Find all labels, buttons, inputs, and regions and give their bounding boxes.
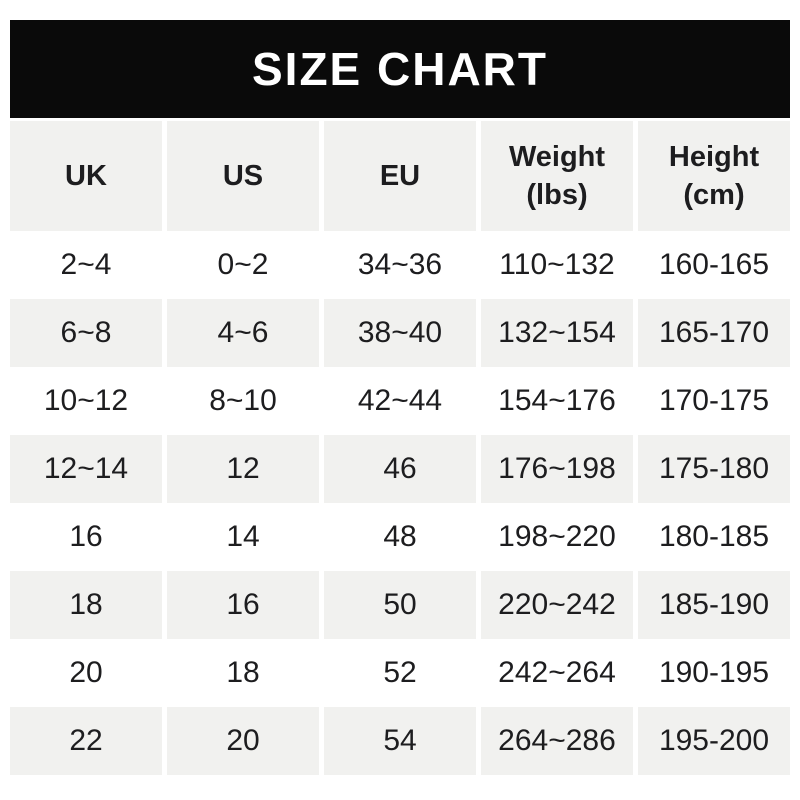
- table-cell: 110~132: [481, 231, 633, 299]
- table-cell: 165-170: [638, 299, 790, 367]
- table-cell: 180-185: [638, 503, 790, 571]
- table-cell: 195-200: [638, 707, 790, 775]
- table-cell: 50: [324, 571, 476, 639]
- table-cell: 8~10: [167, 367, 319, 435]
- table-cell: 176~198: [481, 435, 633, 503]
- table-cell: 48: [324, 503, 476, 571]
- column-header-uk: UK: [10, 121, 162, 231]
- table-cell: 175-180: [638, 435, 790, 503]
- table-cell: 18: [167, 639, 319, 707]
- table-cell: 12: [167, 435, 319, 503]
- table-cell: 154~176: [481, 367, 633, 435]
- column-header-weight: Weight (lbs): [481, 121, 633, 231]
- table-cell: 20: [10, 639, 162, 707]
- size-table: UK US EU Weight (lbs) Height (cm) 2~4 0~2…: [10, 121, 790, 775]
- table-cell: 12~14: [10, 435, 162, 503]
- table-cell: 22: [10, 707, 162, 775]
- page-title: SIZE CHART: [252, 43, 548, 95]
- table-cell: 160-165: [638, 231, 790, 299]
- column-header-us: US: [167, 121, 319, 231]
- table-cell: 190-195: [638, 639, 790, 707]
- table-cell: 42~44: [324, 367, 476, 435]
- table-cell: 20: [167, 707, 319, 775]
- table-cell: 198~220: [481, 503, 633, 571]
- table-cell: 34~36: [324, 231, 476, 299]
- table-cell: 38~40: [324, 299, 476, 367]
- table-cell: 185-190: [638, 571, 790, 639]
- table-cell: 18: [10, 571, 162, 639]
- table-cell: 10~12: [10, 367, 162, 435]
- table-cell: 6~8: [10, 299, 162, 367]
- table-cell: 220~242: [481, 571, 633, 639]
- table-cell: 242~264: [481, 639, 633, 707]
- table-cell: 132~154: [481, 299, 633, 367]
- table-cell: 14: [167, 503, 319, 571]
- size-chart-banner: SIZE CHART: [10, 20, 790, 118]
- table-cell: 16: [10, 503, 162, 571]
- table-cell: 2~4: [10, 231, 162, 299]
- table-cell: 54: [324, 707, 476, 775]
- table-cell: 264~286: [481, 707, 633, 775]
- table-cell: 170-175: [638, 367, 790, 435]
- column-header-eu: EU: [324, 121, 476, 231]
- table-cell: 46: [324, 435, 476, 503]
- table-cell: 16: [167, 571, 319, 639]
- column-header-height: Height (cm): [638, 121, 790, 231]
- table-cell: 52: [324, 639, 476, 707]
- table-cell: 4~6: [167, 299, 319, 367]
- table-cell: 0~2: [167, 231, 319, 299]
